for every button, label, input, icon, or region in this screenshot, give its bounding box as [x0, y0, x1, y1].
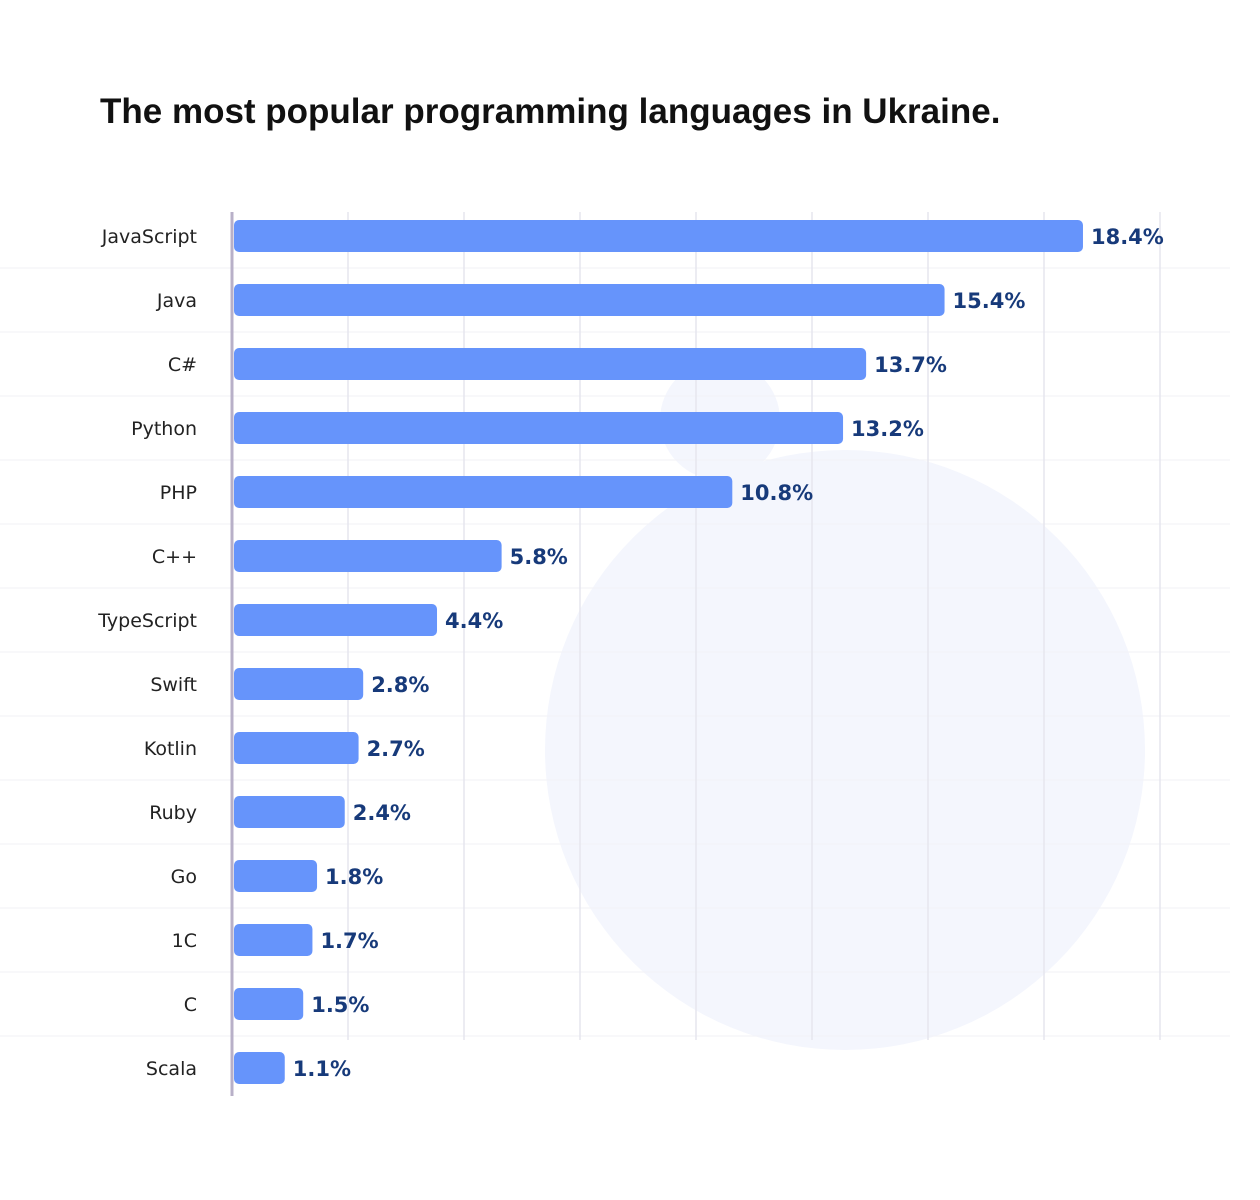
- category-label: PHP: [160, 482, 197, 504]
- value-labels: 18.4% 15.4% 13.7% 13.2% 10.8% 5.8% 4.4% 2.8% 2.7…: [293, 225, 1164, 1081]
- category-label: Swift: [150, 674, 197, 696]
- category-label: C#: [168, 354, 197, 376]
- value-label: 13.7%: [874, 353, 947, 377]
- value-label: 1.7%: [320, 929, 378, 953]
- bar-1c: [234, 924, 313, 956]
- bar-scala: [234, 1052, 285, 1084]
- value-label: 15.4%: [953, 289, 1026, 313]
- bar-c-: [234, 348, 867, 380]
- category-label: Go: [171, 866, 197, 888]
- value-label: 2.4%: [353, 801, 411, 825]
- value-label: 1.8%: [325, 865, 383, 889]
- watermark-circle: [545, 450, 1145, 1050]
- value-label: 2.8%: [371, 673, 429, 697]
- value-label: 10.8%: [740, 481, 813, 505]
- category-label: Java: [156, 290, 197, 312]
- bar-typescript: [234, 604, 438, 636]
- bar-go: [234, 860, 318, 892]
- bar-c-: [234, 540, 502, 572]
- bars: [234, 220, 1083, 1084]
- category-label: Scala: [146, 1058, 197, 1080]
- chart-title: The most popular programming languages i…: [100, 92, 1001, 131]
- bar-java: [234, 284, 945, 316]
- category-label: Kotlin: [144, 738, 197, 760]
- category-label: C++: [152, 546, 197, 568]
- value-label: 1.5%: [311, 993, 369, 1017]
- value-label: 18.4%: [1091, 225, 1164, 249]
- bar-kotlin: [234, 732, 359, 764]
- category-labels: JavaScript Java C# Python PHP C++ TypeScript Sw…: [97, 226, 197, 1080]
- bar-javascript: [234, 220, 1083, 252]
- value-label: 5.8%: [510, 545, 568, 569]
- category-label: 1C: [172, 930, 197, 952]
- category-label: C: [184, 994, 197, 1016]
- category-label: Python: [131, 418, 197, 440]
- bar-swift: [234, 668, 364, 700]
- value-label: 2.7%: [367, 737, 425, 761]
- bar-python: [234, 412, 844, 444]
- row-separators: [0, 267, 1230, 1037]
- category-label: TypeScript: [97, 610, 197, 632]
- bar-c: [234, 988, 304, 1020]
- value-label: 1.1%: [293, 1057, 351, 1081]
- watermark-logo: [545, 360, 1145, 1050]
- category-label: Ruby: [149, 802, 197, 824]
- value-label: 4.4%: [445, 609, 503, 633]
- bar-ruby: [234, 796, 345, 828]
- category-label: JavaScript: [101, 226, 197, 248]
- bar-php: [234, 476, 733, 508]
- value-label: 13.2%: [851, 417, 924, 441]
